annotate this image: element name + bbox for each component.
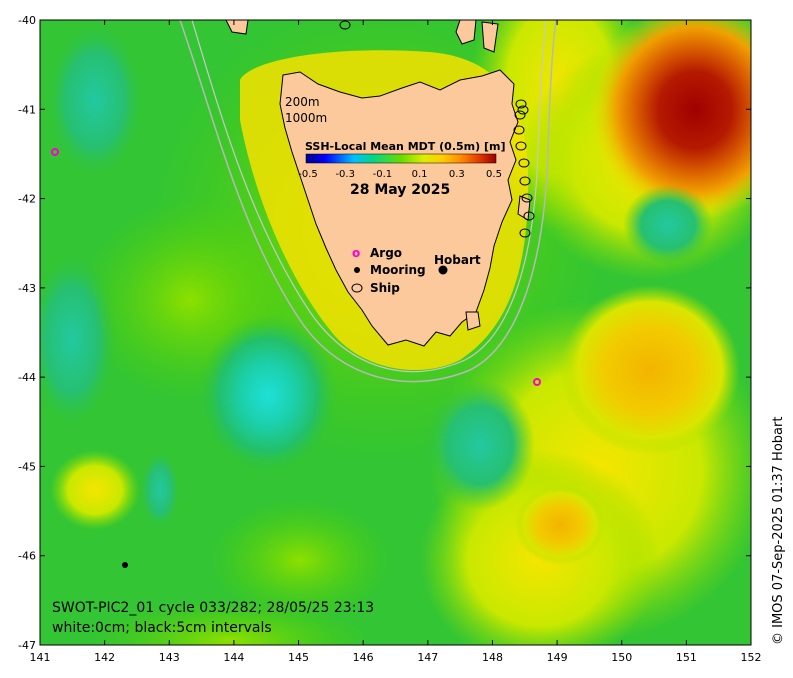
lon-tick-label: 141 bbox=[30, 651, 51, 664]
colorbar-tick-label: -0.3 bbox=[335, 169, 355, 180]
lon-tick-label: 150 bbox=[611, 651, 632, 664]
caption-line-1: SWOT-PIC2_01 cycle 033/282; 28/05/25 23:… bbox=[52, 600, 374, 616]
colorbar-title: SSH-Local Mean MDT (0.5m) [m] bbox=[305, 140, 505, 153]
lat-tick-label: -42 bbox=[18, 193, 36, 206]
colorbar-tick-label: 0.1 bbox=[412, 169, 428, 180]
lon-tick-label: 152 bbox=[741, 651, 762, 664]
lon-tick-label: 147 bbox=[417, 651, 438, 664]
ssh-field bbox=[40, 20, 751, 645]
ship-track bbox=[339, 20, 535, 238]
colorbar-tick-label: 0.3 bbox=[449, 169, 465, 180]
colorbar-tick-label: -0.1 bbox=[373, 169, 393, 180]
city-label-hobart: Hobart bbox=[434, 253, 481, 267]
lon-tick-label: 143 bbox=[159, 651, 180, 664]
latitude-axis: -40 -41 -42 -43 -44 -45 -46 -47 bbox=[18, 14, 751, 652]
mooring-point bbox=[122, 562, 128, 568]
isobath-label-1000m: 1000m bbox=[285, 111, 327, 125]
isobath-1000m bbox=[179, 20, 557, 383]
lat-tick-label: -44 bbox=[18, 371, 36, 384]
lat-tick-label: -41 bbox=[18, 103, 36, 116]
lat-tick-label: -45 bbox=[18, 460, 36, 473]
isobath-label-200m: 200m bbox=[285, 95, 320, 109]
tasmania-land bbox=[279, 69, 519, 347]
map-date: 28 May 2025 bbox=[350, 182, 450, 198]
legend-mooring-label: Mooring bbox=[370, 263, 426, 277]
colorbar-tick-label: 0.5 bbox=[486, 169, 502, 180]
credit-text: © IMOS 07-Sep-2025 01:37 Hobart bbox=[771, 417, 786, 645]
lon-tick-label: 149 bbox=[547, 651, 568, 664]
lat-tick-label: -40 bbox=[18, 14, 36, 27]
lat-tick-label: -46 bbox=[18, 550, 36, 563]
legend-argo-symbol: o bbox=[352, 246, 360, 260]
longitude-axis: 141 142 143 144 145 146 147 148 149 150 151 152 bbox=[30, 20, 762, 664]
colorbar bbox=[305, 153, 497, 164]
legend-ship-label: Ship bbox=[370, 281, 400, 295]
lat-tick-label: -43 bbox=[18, 282, 36, 295]
lon-tick-label: 151 bbox=[676, 651, 697, 664]
lon-tick-label: 144 bbox=[223, 651, 244, 664]
lat-tick-label: -47 bbox=[18, 639, 36, 652]
colorbar-tick-label: -0.5 bbox=[298, 169, 318, 180]
caption-line-2: white:0cm; black:5cm intervals bbox=[52, 620, 272, 636]
hobart-marker bbox=[438, 265, 448, 275]
lon-tick-label: 146 bbox=[353, 651, 374, 664]
argo-floats bbox=[51, 148, 541, 386]
colorbar-ticks: -0.5 -0.3 -0.1 0.1 0.3 0.5 bbox=[298, 169, 502, 180]
legend-argo-label: Argo bbox=[370, 246, 402, 260]
lon-tick-label: 142 bbox=[94, 651, 115, 664]
legend-mooring-symbol bbox=[354, 267, 360, 273]
lon-tick-label: 145 bbox=[288, 651, 309, 664]
isobath-200m bbox=[191, 20, 547, 373]
legend-ship-symbol bbox=[351, 283, 363, 293]
lon-tick-label: 148 bbox=[482, 651, 503, 664]
